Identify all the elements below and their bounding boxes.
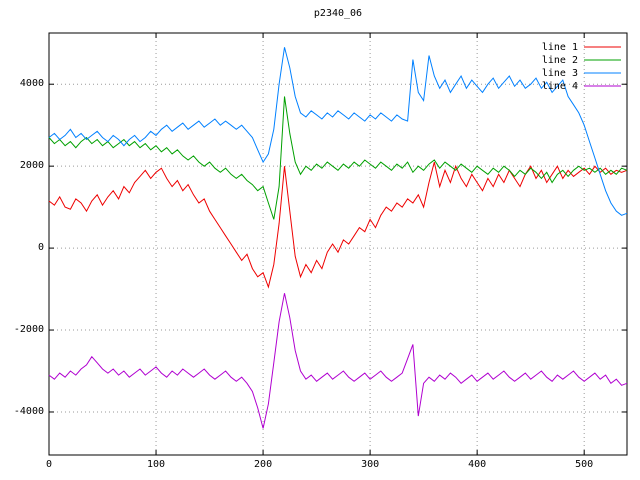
plot-border: [48, 32, 628, 456]
x-tick-label: 300: [361, 459, 380, 470]
series-line-1: [48, 161, 628, 289]
series-line-3: [48, 47, 628, 216]
x-tick-label: 200: [254, 459, 273, 470]
series-line-2: [48, 96, 628, 220]
x-tick-label: 0: [45, 459, 53, 470]
x-tick-label: 400: [468, 459, 487, 470]
legend-label: line 4: [542, 81, 578, 92]
y-tick-label: 4000: [19, 78, 44, 90]
y-tick-label: -2000: [13, 324, 44, 336]
series-line-4: [48, 293, 628, 429]
y-tick-label: 0: [37, 242, 44, 254]
legend-label: line 1: [542, 42, 578, 53]
legend-label: line 2: [542, 55, 578, 66]
x-tick-label: 100: [147, 459, 166, 470]
y-tick-label: 2000: [19, 160, 44, 172]
legend-label: line 3: [542, 68, 578, 79]
y-tick-label: -4000: [13, 405, 44, 417]
x-tick-label: 500: [575, 459, 594, 470]
chart-title: p2340_06: [313, 8, 363, 19]
